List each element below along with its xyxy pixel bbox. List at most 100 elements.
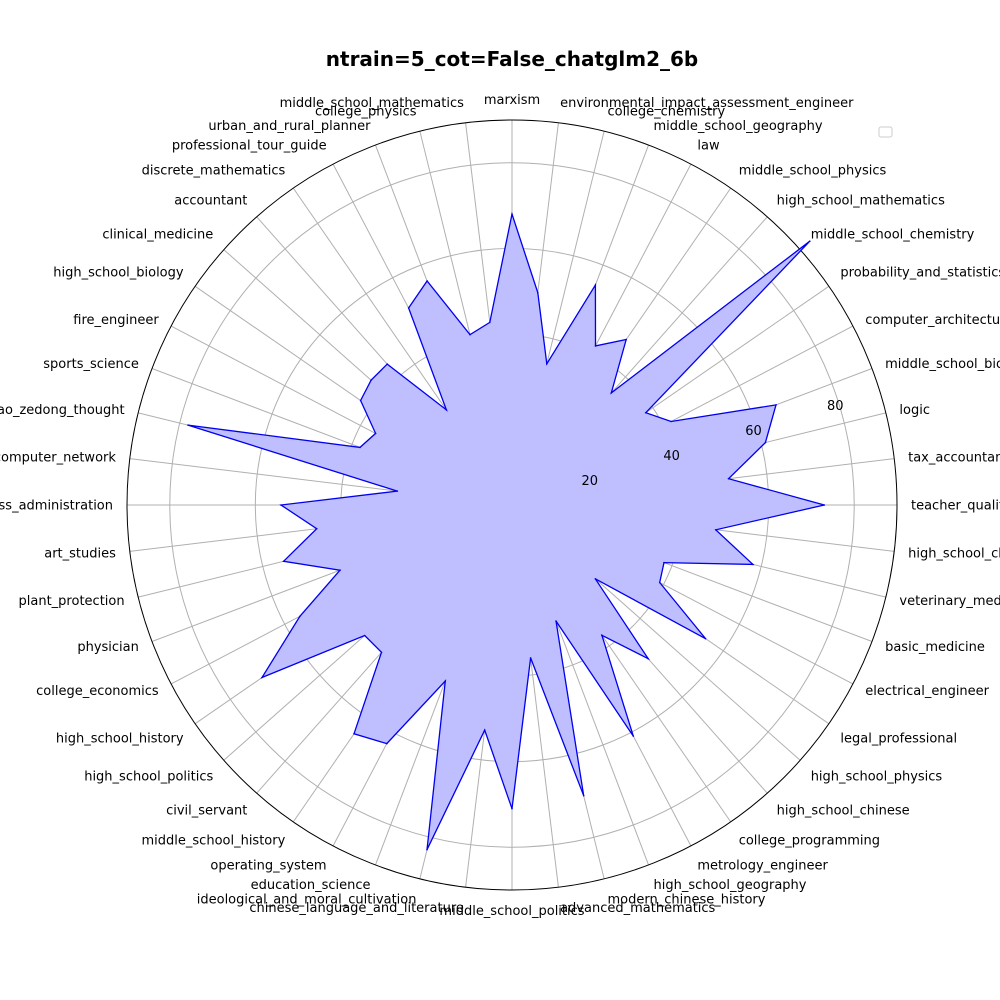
data-point-college_programming [601,634,603,637]
data-point-professional_tour_guide [407,307,410,309]
data-point-high_school_politics [363,634,366,637]
data-point-sports_science [359,446,361,449]
data-point-art_studies [315,527,318,530]
category-label: chinese_language_and_literature [249,901,464,916]
data-point-marxism [511,213,513,215]
category-label: high_school_geography [654,878,807,893]
data-point-urban_and_rural_planner [426,280,428,282]
data-point-operating_system [386,742,388,745]
data-point-college_chemistry [546,363,548,365]
category-label: logic [899,403,930,418]
category-label: business_administration [0,499,113,514]
category-label: fire_engineer [73,313,159,328]
category-label: urban_and_rural_planner [208,119,371,134]
category-label: accountant [174,193,247,208]
data-point-high_school_geography [555,620,557,622]
data-point-high_school_chemistry [715,529,717,531]
category-label: law [697,139,720,154]
data-point-middle_school_history [353,733,355,735]
category-label: operating_system [210,858,326,873]
data-point-ideological_and_moral_cultivation [426,848,428,851]
data-point-civil_servant [380,651,383,654]
data-point-high_school_physics [594,578,597,580]
data-point-logic [764,441,767,444]
category-label: college_programming [739,833,880,848]
category-label: middle_school_politics [439,904,584,919]
category-label: high_school_biology [53,265,184,280]
category-label: art_studies [44,547,116,562]
data-point-environmental_impact_assessment_engineer [537,291,539,294]
category-labels: marxism environmental_impact_assessment_e… [0,93,1000,919]
data-point-college_physics [469,333,471,336]
category-label: teacher_qualification [911,499,1000,514]
series-polygon [187,211,825,850]
data-point-chinese_language_and_literature [483,729,486,731]
category-label: clinical_medicine [102,227,213,242]
data-point-teacher_qualification [823,504,826,506]
category-label: education_science [251,878,371,893]
legend [878,126,893,138]
category-label: physician [77,640,139,655]
data-point-middle_school_geography [594,284,597,286]
data-point-high_school_chinese [647,657,649,660]
data-point-legal_professional [704,637,707,640]
category-label: mao_zedong_thought [0,403,125,418]
category-label: professional_tour_guide [172,139,327,154]
category-label: ideological_and_moral_cultivation [197,892,417,907]
data-point-accountant [386,363,389,365]
series [187,211,826,851]
category-label: college_economics [36,684,159,699]
data-point-middle_school_physics [625,338,627,341]
data-point-education_science [444,680,447,682]
data-point-high_school_history [261,676,263,679]
category-label: plant_protection [19,594,125,609]
category-label: discrete_mathematics [142,164,286,179]
category-label: middle_school_mathematics [280,96,465,111]
data-point-middle_school_politics [511,807,513,810]
category-label: high_school_chinese [777,804,910,819]
category-label: high_school_chemistry [908,547,1000,562]
data-point-advanced_mathematics [529,657,532,659]
category-label: computer_architecture [865,313,1000,328]
category-label: electrical_engineer [865,684,989,699]
category-label: basic_medicine [885,640,985,655]
category-label: legal_professional [840,732,957,747]
data-point-high_school_mathematics [610,392,613,394]
category-label: probability_and_statistics [840,265,1000,280]
data-point-plant_protection [282,560,285,563]
data-point-college_economics [299,615,301,618]
category-label: high_school_physics [811,770,943,785]
chart-title: ntrain=5_cot=False_chatglm2_6b [326,47,698,71]
data-point-law [594,345,597,347]
data-point-fire_engineer [374,432,377,435]
category-label: high_school_politics [84,770,213,785]
category-label: environmental_impact_assessment_engineer [560,96,854,111]
radial-tick-label: 80 [827,399,844,414]
data-point-metrology_engineer [632,735,635,737]
radial-tick-label: 60 [745,424,762,439]
category-label: college_chemistry [608,105,726,120]
data-point-mao_zedong_thought [187,424,189,426]
data-point-middle_school_biology [775,404,777,406]
data-point-clinical_medicine [370,379,372,382]
category-label: veterinary_medicine [899,594,1000,609]
category-label: middle_school_biology [885,357,1000,372]
data-point-veterinary_medicine [752,563,754,566]
data-point-discrete_mathematics [445,409,448,411]
category-label: advanced_mathematics [560,901,715,916]
category-label: middle_school_physics [739,164,887,179]
category-label: high_school_mathematics [777,193,945,208]
category-label: sports_science [43,357,139,372]
category-label: marxism [484,93,540,108]
radial-ticks: 20 40 60 80 [582,399,844,489]
category-label: middle_school_geography [654,119,823,134]
data-point-computer_architecture [670,420,672,423]
category-label: computer_network [0,450,116,465]
data-point-basic_medicine [663,561,665,564]
category-label: college_physics [315,105,417,120]
radial-tick-label: 40 [663,449,680,464]
data-point-electrical_engineer [658,581,661,584]
category-label: civil_servant [166,804,247,819]
